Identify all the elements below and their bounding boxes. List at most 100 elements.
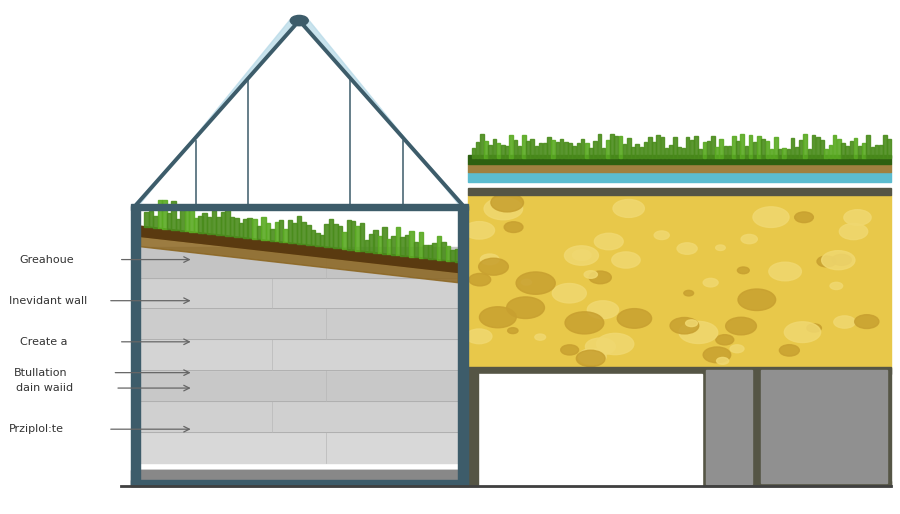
Circle shape <box>579 348 607 364</box>
Bar <box>176 219 180 230</box>
Bar <box>749 135 752 158</box>
Circle shape <box>753 207 789 227</box>
Circle shape <box>564 246 598 265</box>
Bar <box>428 245 432 259</box>
Circle shape <box>795 212 814 223</box>
Bar <box>706 141 710 158</box>
Circle shape <box>680 321 718 343</box>
Bar <box>302 222 306 244</box>
Bar <box>580 139 584 158</box>
Circle shape <box>290 15 308 26</box>
Bar <box>497 143 500 158</box>
Bar <box>472 148 475 158</box>
Bar <box>845 146 849 158</box>
Bar <box>837 139 841 158</box>
Bar <box>690 140 694 158</box>
Bar <box>153 216 157 228</box>
Bar <box>530 139 534 158</box>
Bar <box>446 246 450 261</box>
Bar <box>867 135 870 158</box>
Bar <box>315 233 320 246</box>
Text: Inevidant wall: Inevidant wall <box>9 296 87 306</box>
Bar <box>284 229 288 243</box>
Bar <box>585 143 589 158</box>
Bar <box>234 218 238 237</box>
Bar <box>829 145 833 158</box>
Circle shape <box>716 245 725 250</box>
Bar <box>753 142 757 158</box>
Bar <box>791 138 795 158</box>
Bar <box>787 149 790 158</box>
Bar <box>652 142 656 158</box>
Bar <box>606 140 609 158</box>
Circle shape <box>516 272 555 295</box>
Bar <box>468 195 891 368</box>
Circle shape <box>832 254 851 265</box>
Bar <box>756 368 891 486</box>
Bar <box>418 232 423 258</box>
Circle shape <box>779 345 799 356</box>
Text: Prziplol:te: Prziplol:te <box>9 424 64 434</box>
Bar <box>261 217 266 240</box>
Bar <box>816 137 820 158</box>
Bar <box>760 370 886 483</box>
Circle shape <box>703 279 718 287</box>
Bar <box>274 223 279 242</box>
Bar <box>351 221 356 250</box>
Bar <box>405 235 410 256</box>
Bar <box>560 139 563 158</box>
Circle shape <box>840 224 868 240</box>
Polygon shape <box>135 21 299 204</box>
Bar <box>661 137 664 158</box>
Bar <box>140 247 458 278</box>
Bar <box>468 367 891 374</box>
Circle shape <box>479 258 508 275</box>
Bar <box>180 209 184 231</box>
Bar <box>832 135 836 158</box>
Text: Btullation: Btullation <box>14 368 68 378</box>
Bar <box>346 221 351 249</box>
Bar <box>842 143 845 158</box>
Bar <box>216 217 220 235</box>
Bar <box>635 144 639 158</box>
Bar <box>256 227 261 240</box>
Bar <box>572 146 576 158</box>
Circle shape <box>572 250 591 261</box>
Circle shape <box>504 222 523 232</box>
Circle shape <box>576 350 605 366</box>
Bar <box>489 145 492 158</box>
Bar <box>171 201 176 230</box>
Bar <box>364 240 369 251</box>
Bar <box>140 308 458 339</box>
Bar <box>552 140 555 158</box>
Bar <box>879 145 883 158</box>
Bar <box>686 137 689 158</box>
Bar <box>454 249 459 262</box>
Circle shape <box>741 234 758 244</box>
Circle shape <box>481 254 499 265</box>
Bar <box>719 139 723 158</box>
Bar <box>724 145 727 158</box>
Bar <box>225 210 230 236</box>
Bar <box>212 210 216 234</box>
Bar <box>509 135 513 158</box>
Circle shape <box>521 279 532 285</box>
Circle shape <box>830 282 842 289</box>
Bar <box>887 139 891 158</box>
Bar <box>716 147 719 158</box>
Bar <box>858 146 861 158</box>
Bar <box>360 223 364 251</box>
Bar <box>292 223 297 244</box>
Bar <box>468 188 891 195</box>
Bar <box>130 480 468 486</box>
Bar <box>820 140 824 158</box>
Bar <box>468 368 478 486</box>
Bar <box>130 470 468 486</box>
Circle shape <box>817 256 836 267</box>
Bar <box>468 164 891 172</box>
Bar <box>627 138 631 158</box>
Circle shape <box>737 267 750 274</box>
Bar <box>644 142 647 158</box>
Bar <box>140 278 458 308</box>
Bar <box>324 224 328 247</box>
